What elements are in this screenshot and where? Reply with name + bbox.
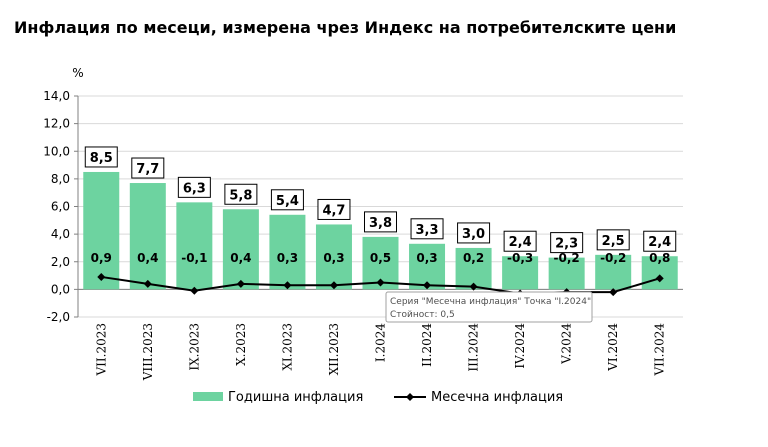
bar-label: 3,8 — [369, 216, 392, 231]
line-label: 0,4 — [230, 251, 251, 265]
y-tick-label: 8,0 — [51, 172, 70, 186]
line-label: -0,3 — [507, 251, 533, 265]
line-label: 0,2 — [463, 251, 484, 265]
line-marker — [283, 281, 292, 290]
bar-label: 7,7 — [136, 162, 159, 177]
line-label: -0,1 — [181, 251, 207, 265]
bar-label-box — [457, 222, 491, 244]
bar-label: 5,4 — [276, 194, 299, 209]
x-tick-label: VI.2024 — [606, 323, 620, 372]
line-label: 0,3 — [323, 251, 344, 265]
line-marker — [190, 286, 199, 295]
line-label: 0,9 — [91, 251, 112, 265]
x-tick-label: I.2024 — [374, 323, 388, 362]
line-marker — [423, 281, 432, 290]
bar-label-box — [643, 230, 677, 252]
line-marker — [469, 282, 478, 291]
y-tick-label: 14,0 — [43, 89, 70, 103]
bar — [502, 256, 539, 290]
bar-label-box — [224, 183, 258, 205]
bar-series — [83, 171, 678, 290]
legend: Годишна инфлация Месечна инфлация — [193, 390, 563, 405]
bar-label-box — [550, 232, 584, 254]
bar — [129, 183, 166, 290]
bar-label: 4,7 — [322, 203, 345, 218]
x-tick-label: II.2024 — [420, 323, 434, 367]
bar — [641, 256, 678, 290]
bar-label-box — [317, 198, 351, 220]
bar-label: 5,8 — [229, 188, 252, 203]
line-label: 0,8 — [649, 251, 670, 265]
x-tick-label: XII.2023 — [327, 323, 341, 375]
y-tick-label: 4,0 — [51, 227, 70, 241]
y-tick-label: 12,0 — [43, 117, 70, 131]
bar-label-box — [131, 157, 165, 179]
x-tick-label: III.2024 — [467, 323, 481, 372]
x-tick-label: X.2023 — [234, 323, 248, 366]
legend-swatch-bar — [193, 392, 223, 401]
line-marker — [143, 279, 152, 288]
line-label: 0,4 — [137, 251, 158, 265]
bar — [176, 202, 213, 290]
bar-label: 2,4 — [509, 235, 532, 250]
y-tick-label: 6,0 — [51, 200, 70, 214]
line-marker — [376, 278, 385, 287]
bar-label: 8,5 — [90, 151, 113, 166]
x-tick-label: VIII.2023 — [141, 323, 155, 381]
line-marker — [609, 288, 618, 297]
x-tick-label: IX.2023 — [187, 323, 201, 371]
y-tick-label: 10,0 — [43, 144, 70, 158]
legend-label-line: Месечна инфлация — [431, 390, 563, 405]
bar-label-box — [503, 230, 537, 252]
y-axis-unit: % — [72, 66, 83, 80]
bar — [455, 247, 492, 290]
y-tick-label: 0,0 — [51, 282, 70, 296]
bar-label-box — [410, 218, 444, 240]
line-label: -0,2 — [600, 251, 626, 265]
bar-label-box — [596, 229, 630, 251]
bar — [548, 257, 585, 290]
line-label: 0,3 — [277, 251, 298, 265]
y-tick-label: 2,0 — [51, 255, 70, 269]
bar-label: 3,0 — [462, 227, 485, 242]
x-tick-label: XI.2023 — [280, 323, 294, 371]
line-label: 0,5 — [370, 251, 391, 265]
bar-label: 2,4 — [648, 235, 671, 250]
line-marker — [655, 274, 664, 283]
bar — [269, 214, 306, 290]
y-tick-label: -2,0 — [47, 310, 70, 324]
bar — [222, 209, 259, 290]
x-tick-label: VII.2023 — [94, 323, 108, 377]
bar-label-box — [84, 146, 118, 168]
line-marker — [236, 279, 245, 288]
x-tick-label: IV.2024 — [513, 323, 527, 369]
tooltip-line-2: Стойност: 0,5 — [390, 310, 455, 320]
line-marker — [329, 281, 338, 290]
tooltip-box — [385, 291, 593, 323]
bar-label: 2,5 — [602, 234, 625, 249]
legend-marker-line — [406, 393, 414, 401]
bar-label-box — [177, 176, 211, 198]
bar — [83, 171, 120, 290]
line-label: -0,2 — [554, 251, 580, 265]
tooltip: Серия "Месечна инфлация" Точка "I.2024" С… — [385, 291, 593, 323]
bar-label: 6,3 — [183, 181, 206, 196]
data-labels: 8,57,76,3 5,8 5,44,73,8 3,3 3,02,4 2,3 2,5 2,40… — [84, 146, 677, 265]
line-label: 0,3 — [416, 251, 437, 265]
tooltip-line-1: Серия "Месечна инфлация" Точка "I.2024" — [390, 297, 591, 307]
bar-label-box — [364, 211, 397, 233]
bar — [595, 254, 632, 290]
bar-label: 2,3 — [555, 237, 578, 252]
bar-label: 3,3 — [416, 223, 439, 238]
legend-label-bar: Годишна инфлация — [228, 390, 363, 405]
bar — [315, 224, 352, 290]
axes: -2,0 0,0 2,0 4,0 6,0 8,0 10,0 12,0 14,0% VII.2023… — [43, 66, 683, 381]
line-marker — [97, 272, 106, 281]
bar-label-box — [270, 189, 304, 211]
chart-title: Инфлация по месеци, измерена чрез Индекс… — [14, 18, 677, 37]
x-tick-label: V.2024 — [560, 323, 574, 365]
x-tick-label: VII.2024 — [653, 323, 667, 377]
